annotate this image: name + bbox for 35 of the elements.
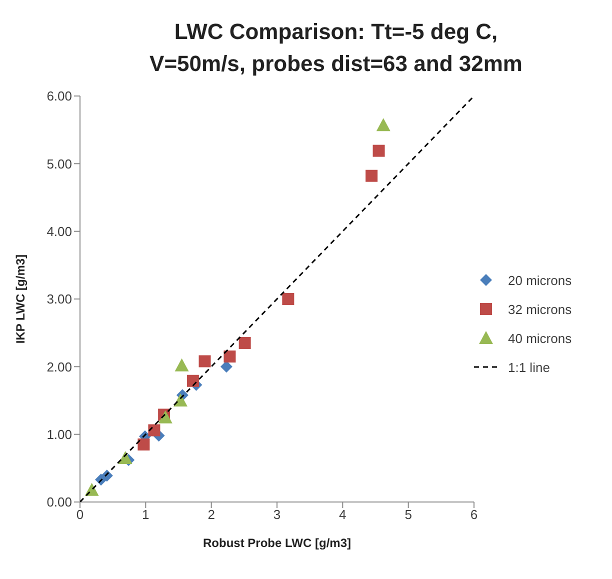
y-tick-label: 5.00 <box>46 156 72 172</box>
x-tick-label: 3 <box>273 507 281 522</box>
point <box>138 438 150 450</box>
x-tick-label: 4 <box>339 507 346 522</box>
point <box>198 355 211 368</box>
point <box>376 118 390 132</box>
x-tick-label: 2 <box>208 507 215 522</box>
y-tick-label: 6.00 <box>46 88 72 104</box>
legend-label: 32 microns <box>508 302 572 316</box>
point <box>158 410 172 424</box>
y-tick-label: 0.00 <box>46 494 72 510</box>
point <box>186 374 199 387</box>
y-tick-label: 4.00 <box>46 224 72 239</box>
y-axis-title: IKP LWC [g/m3] <box>13 254 28 344</box>
point <box>282 293 294 305</box>
point <box>372 144 385 157</box>
point <box>238 336 251 349</box>
y-tick-label: 1.00 <box>46 426 72 442</box>
point <box>148 424 160 436</box>
x-axis-title: Robust Probe LWC [g/m3] <box>203 536 351 550</box>
x-tick-label: 0 <box>76 507 84 522</box>
legend-label: 40 microns <box>508 330 572 346</box>
x-tick-label: 5 <box>404 507 412 522</box>
y-tick-label: 2.00 <box>46 359 72 374</box>
point <box>100 470 113 482</box>
x-tick-label: 1 <box>142 507 150 522</box>
legend-label: 20 microns <box>508 272 572 288</box>
point <box>118 451 132 464</box>
point <box>224 350 236 363</box>
point <box>174 358 189 372</box>
chart-title: LWC Comparison: Tt=-5 deg C, V=50m/s, probes dist=63 and 32mm <box>148 18 524 78</box>
x-tick-label: 6 <box>470 507 478 522</box>
legend-label: 1:1 line <box>508 360 550 374</box>
point <box>366 170 378 182</box>
y-tick-label: 3.00 <box>46 292 72 307</box>
